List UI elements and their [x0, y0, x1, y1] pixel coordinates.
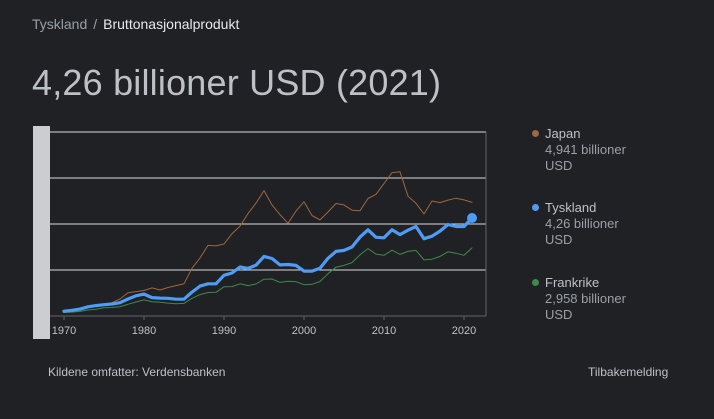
legend-name: Japan: [545, 126, 581, 141]
legend-item-japan[interactable]: Japan 4,941 billioner USD: [532, 126, 626, 174]
x-tick-label: 2010: [372, 325, 396, 337]
japan-legend-dot: [532, 130, 539, 137]
gdp-headline: 4,26 billioner USD (2021): [32, 62, 442, 103]
legend-unit: USD: [545, 158, 573, 173]
tyskland-legend-dot: [532, 204, 539, 211]
legend-item-tyskland[interactable]: Tyskland 4,26 billioner USD: [532, 200, 619, 248]
y-axis-highlight-band: [33, 126, 50, 339]
x-tick-label: 2020: [452, 325, 476, 337]
series-line-japan: [63, 171, 473, 312]
x-tick-label: 1980: [132, 325, 156, 337]
frankrike-legend-dot: [532, 279, 539, 286]
tyskland-latest-point[interactable]: [467, 213, 477, 224]
x-tick-label: 1990: [212, 325, 236, 337]
x-axis-ticks: 1970 1980 1990 2000 2010 2020: [52, 316, 476, 337]
x-tick-label: 1970: [52, 325, 76, 337]
legend-value: 4,26 billioner: [545, 216, 619, 231]
legend-name: Tyskland: [545, 200, 597, 215]
chart-gridlines: [50, 131, 487, 317]
feedback-link[interactable]: Tilbakemelding: [588, 365, 669, 379]
breadcrumb-parent-link[interactable]: Tyskland: [32, 16, 88, 32]
legend-name: Frankrike: [545, 275, 600, 290]
legend-item-frankrike[interactable]: Frankrike 2,958 billioner USD: [532, 275, 626, 323]
series-line-frankrike: [63, 247, 473, 314]
breadcrumb: Tyskland / Bruttonasjonalprodukt: [32, 16, 239, 32]
x-tick-label: 2000: [292, 325, 316, 337]
breadcrumb-current: Bruttonasjonalprodukt: [103, 16, 240, 32]
chart-series: [62, 171, 477, 314]
breadcrumb-separator: /: [93, 16, 98, 32]
legend-value: 4,941 billioner: [545, 142, 626, 157]
legend-unit: USD: [545, 307, 573, 322]
series-line-tyskland: [62, 216, 474, 313]
legend-value: 2,958 billioner: [545, 291, 626, 306]
legend-unit: USD: [545, 232, 573, 247]
source-note: Kildene omfatter: Verdensbanken: [48, 365, 226, 379]
